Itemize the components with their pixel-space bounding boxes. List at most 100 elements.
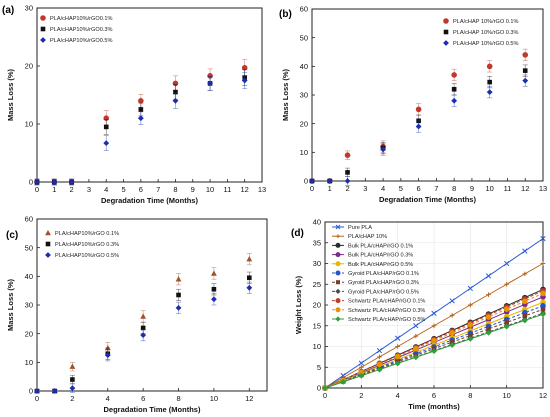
x-tick-label: 11 bbox=[223, 185, 231, 194]
data-point bbox=[211, 270, 217, 276]
data-point bbox=[394, 360, 401, 367]
x-tick-label: 8 bbox=[468, 391, 472, 400]
x-axis-title: Degradation Time (Months) bbox=[379, 195, 476, 204]
data-point bbox=[415, 106, 422, 113]
data-point bbox=[522, 68, 528, 73]
series-3 bbox=[34, 72, 248, 186]
plot-frame bbox=[36, 7, 263, 183]
y-tick-label: 30 bbox=[313, 259, 321, 268]
legend-label: Schwartz PLA/cHAP/rGO 0.5% bbox=[348, 317, 425, 323]
legend-marker bbox=[45, 241, 51, 247]
data-point bbox=[485, 314, 492, 320]
legend-label: PLA/cHAP10%/rGO0.1% bbox=[50, 16, 113, 22]
x-tick-label: 4 bbox=[396, 391, 400, 400]
data-point bbox=[207, 80, 213, 87]
legend-marker bbox=[40, 26, 46, 32]
data-point bbox=[486, 326, 491, 332]
data-point bbox=[140, 313, 147, 319]
x-tick-label: 12 bbox=[241, 185, 249, 194]
chart-d-content: 0 2 4 6 8 10 12 0 5 10 15 20 25 30 35 40 Time (months) We… bbox=[294, 218, 547, 411]
x-axis-title: Degradation Time (Months) bbox=[104, 405, 201, 414]
data-point bbox=[138, 98, 144, 104]
data-point bbox=[104, 344, 111, 351]
data-point bbox=[449, 313, 455, 318]
x-tick-label: 13 bbox=[539, 184, 547, 193]
y-axis-title: Mass Loss (%) bbox=[6, 278, 15, 331]
data-point bbox=[246, 284, 253, 291]
data-point bbox=[358, 372, 365, 379]
y-tick-label: 40 bbox=[25, 272, 33, 281]
data-point bbox=[540, 290, 546, 297]
legend-label: PLA/cHAP 10% bbox=[348, 234, 387, 240]
data-point bbox=[431, 323, 437, 329]
data-point bbox=[449, 298, 455, 304]
x-tick-label: 6 bbox=[417, 184, 421, 193]
data-point bbox=[412, 354, 419, 361]
data-point bbox=[340, 378, 347, 385]
x-tick-label: 2 bbox=[359, 391, 363, 400]
data-point bbox=[68, 179, 75, 185]
y-tick-label: 40 bbox=[300, 62, 308, 71]
data-point bbox=[376, 361, 383, 368]
data-point bbox=[345, 170, 350, 175]
legend-label: PLA/cHAP 10%/rGO 0.3% bbox=[453, 30, 519, 36]
series-3 bbox=[309, 74, 529, 186]
legend-label: PLA/cHAP10%/rGO 0.1% bbox=[55, 231, 119, 237]
y-axis-title: Mass Loss (%) bbox=[6, 68, 15, 121]
legend-marker bbox=[40, 15, 46, 21]
legend-marker bbox=[335, 242, 341, 248]
legend-marker bbox=[40, 37, 46, 43]
legend-marker bbox=[335, 307, 341, 313]
data-point bbox=[211, 286, 217, 292]
x-tick-label: 1 bbox=[328, 184, 332, 193]
x-tick-label: 9 bbox=[191, 185, 195, 194]
chart-b-content: 0 1 2 3 4 5 6 7 8 9 10 11 12 130102030405060Degradati… bbox=[281, 5, 547, 204]
x-tick-label: 10 bbox=[206, 185, 214, 194]
legend-marker bbox=[335, 261, 341, 267]
panel-label-d: (d) bbox=[291, 228, 304, 239]
data-point bbox=[415, 123, 422, 130]
x-tick-label: 12 bbox=[521, 184, 529, 193]
legend-marker bbox=[335, 288, 341, 294]
x-tick-label: 13 bbox=[258, 185, 266, 194]
y-tick-label: 10 bbox=[300, 148, 308, 157]
legend-label: PLA/cHAP10%/rGO0.3% bbox=[50, 27, 113, 33]
y-tick-label: 60 bbox=[300, 5, 308, 14]
legend-label: PLA/cHAP10%/rGO 0.5% bbox=[55, 253, 119, 259]
x-tick-label: 0 bbox=[35, 394, 39, 403]
x-tick-label: 7 bbox=[156, 185, 160, 194]
legend-marker bbox=[45, 229, 51, 236]
y-tick-label: 40 bbox=[313, 218, 321, 227]
data-point bbox=[70, 377, 75, 382]
data-point bbox=[449, 342, 456, 348]
y-tick-label: 5 bbox=[317, 363, 321, 372]
x-axis-title: Degradation Time (Months) bbox=[101, 196, 198, 205]
x-tick-label: 10 bbox=[502, 391, 510, 400]
legend: PLA/cHAP10%/rGO0.1% PLA/cHAP10%/rGO0.3% PL… bbox=[40, 15, 113, 44]
data-point bbox=[172, 97, 179, 104]
x-tick-label: 9 bbox=[470, 184, 474, 193]
panel-label-b: (b) bbox=[279, 9, 292, 20]
y-tick-label: 10 bbox=[25, 358, 33, 367]
legend-marker bbox=[336, 280, 340, 285]
data-point bbox=[540, 307, 546, 312]
data-point bbox=[51, 179, 58, 185]
data-point bbox=[449, 330, 455, 336]
x-tick-label: 10 bbox=[486, 184, 494, 193]
y-tick-label: 50 bbox=[25, 243, 33, 252]
y-tick-label: 60 bbox=[25, 215, 33, 224]
data-point bbox=[395, 335, 401, 341]
x-tick-label: 3 bbox=[87, 185, 91, 194]
y-tick-label: 30 bbox=[25, 4, 33, 13]
y-tick-label: 30 bbox=[25, 301, 33, 310]
data-point bbox=[104, 352, 111, 359]
data-point bbox=[487, 79, 492, 85]
y-tick-label: 0 bbox=[304, 177, 308, 186]
data-point bbox=[521, 317, 528, 324]
legend-marker bbox=[45, 252, 51, 258]
data-point bbox=[522, 52, 529, 58]
data-point bbox=[175, 304, 182, 311]
data-point bbox=[358, 360, 364, 366]
data-point bbox=[211, 296, 217, 303]
data-point bbox=[485, 329, 492, 336]
